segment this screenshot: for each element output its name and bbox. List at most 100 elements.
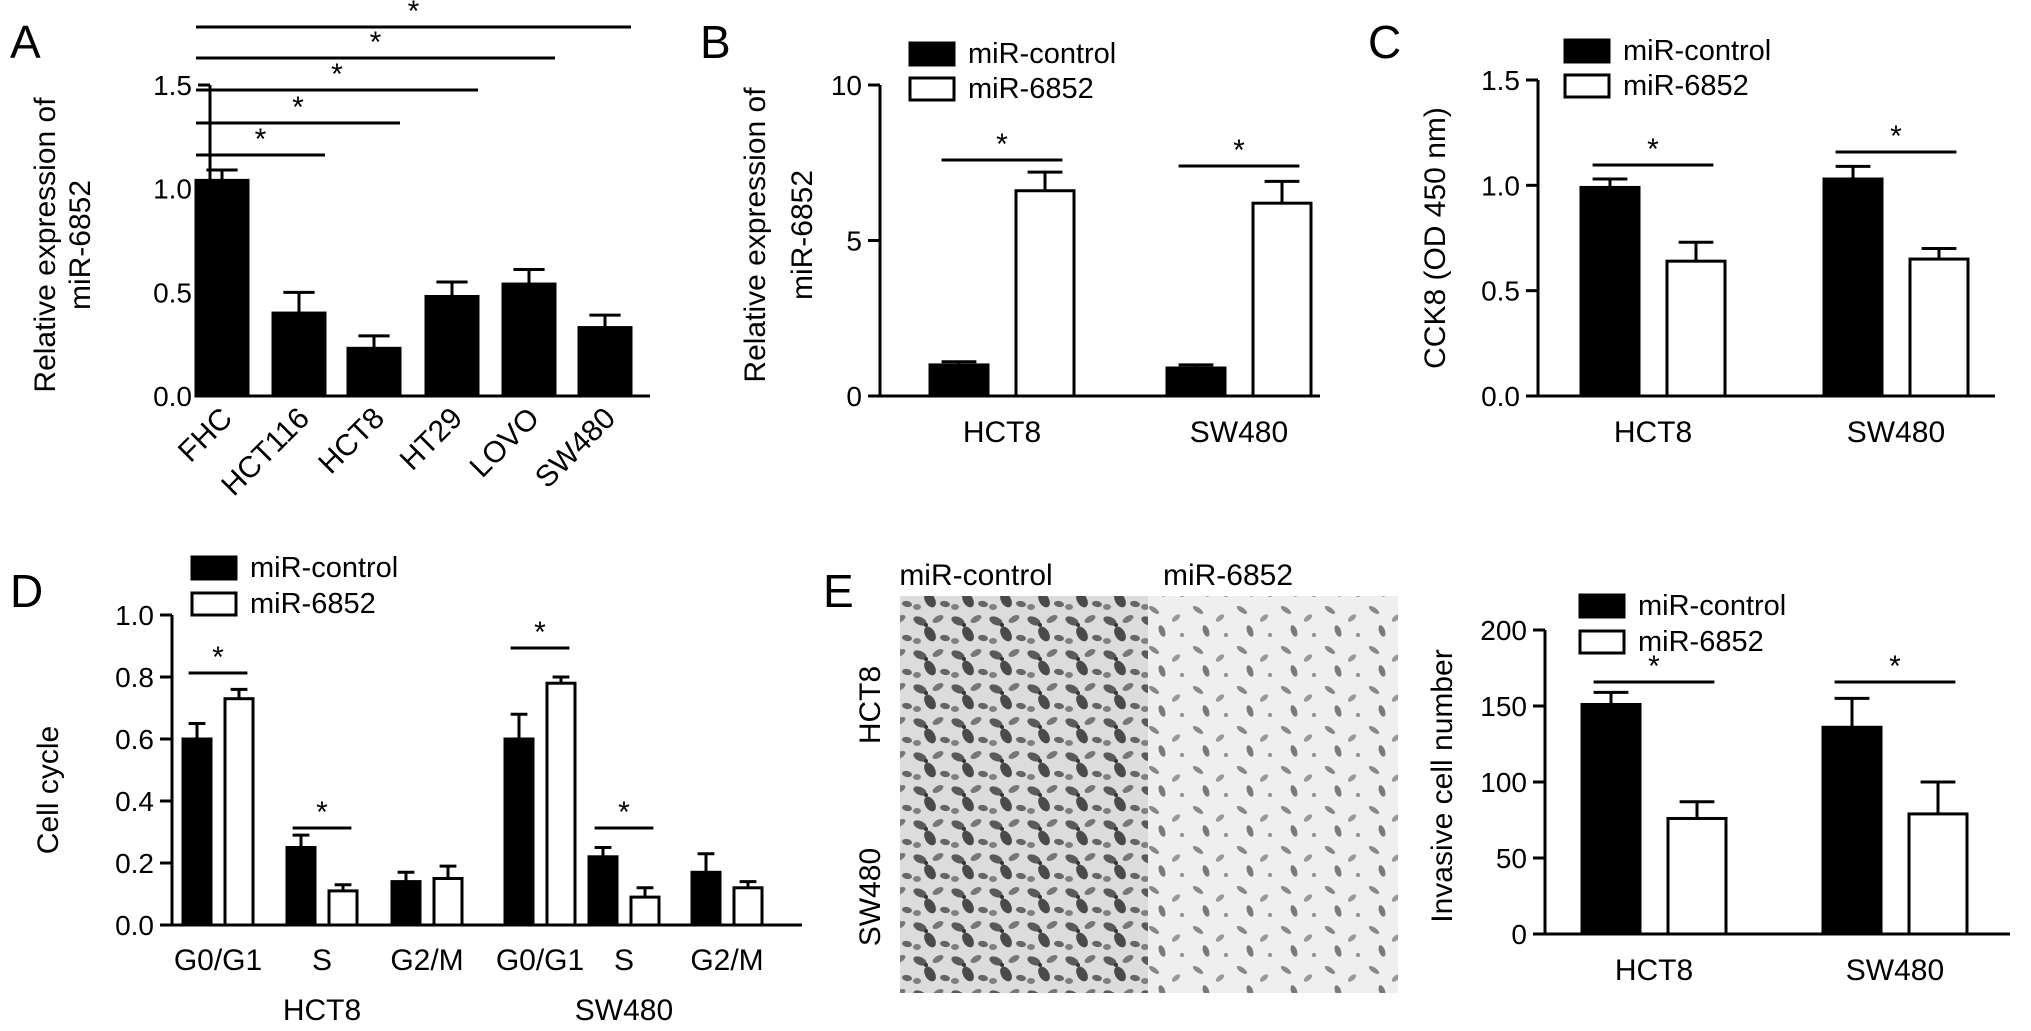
chart-c-legend-label: miR-6852 bbox=[1623, 70, 1749, 102]
chart-e-sig-star: * bbox=[1889, 650, 1901, 683]
chart-a-bar bbox=[346, 346, 402, 398]
chart-a-ytick-label: 0.5 bbox=[153, 277, 192, 308]
chart-c-legend-label: miR-control bbox=[1623, 35, 1771, 67]
chart-a: 0.0 0.5 1.0 1.5 Relative expression of miR-68… bbox=[29, 0, 650, 502]
chart-e-bar bbox=[1666, 816, 1728, 936]
micrograph-sw480-6852 bbox=[1148, 793, 1398, 993]
chart-c-legend-swatch bbox=[1563, 73, 1611, 99]
chart-d: 0.0 0.2 0.4 0.6 0.8 1.0 Cell cycle G0/G1 S G2/M G0… bbox=[32, 552, 802, 1027]
chart-e: 0 50 100 150 200 Invasive cell number HCT8 SW48… bbox=[1426, 590, 2010, 987]
chart-c-sig-star: * bbox=[1890, 120, 1902, 153]
chart-b-legend-swatch bbox=[908, 76, 956, 102]
chart-d-ytick-label: 0.0 bbox=[115, 910, 154, 941]
chart-b-y-axis-label: miR-6852 bbox=[786, 170, 819, 300]
chart-d-category-label: S bbox=[614, 944, 634, 977]
panel-label-e: E bbox=[823, 565, 854, 617]
chart-c-bar bbox=[1579, 185, 1641, 398]
chart-e-ytick-label: 200 bbox=[1480, 615, 1527, 646]
chart-c-bar bbox=[1822, 177, 1884, 398]
chart-e-bar bbox=[1821, 725, 1883, 936]
chart-d-ytick-label: 0.2 bbox=[115, 848, 154, 879]
micrograph-col-label-control: miR-control bbox=[899, 559, 1052, 592]
panel-label-a: A bbox=[10, 16, 41, 68]
chart-e-category-label: SW480 bbox=[1846, 954, 1944, 987]
chart-d-bar bbox=[545, 681, 577, 927]
chart-a-bar bbox=[577, 326, 633, 398]
chart-b: 0 5 10 Relative expression of miR-6852 HCT8 SW… bbox=[739, 38, 1320, 449]
chart-a-bar bbox=[501, 282, 557, 398]
chart-a-y-axis-label: miR-6852 bbox=[64, 180, 97, 310]
chart-d-legend-label: miR-6852 bbox=[250, 588, 376, 620]
chart-d-category-label: S bbox=[312, 944, 332, 977]
chart-a-y-axis-label: Relative expression of bbox=[29, 97, 62, 393]
chart-e-ytick-label: 100 bbox=[1480, 767, 1527, 798]
chart-e-ytick-label: 50 bbox=[1496, 843, 1527, 874]
chart-e-category-label: HCT8 bbox=[1615, 954, 1693, 987]
chart-c-ytick-label: 1.5 bbox=[1481, 65, 1520, 96]
chart-a-sig-star: * bbox=[255, 123, 267, 156]
micrograph-col-label-6852: miR-6852 bbox=[1163, 559, 1293, 592]
chart-d-bar bbox=[327, 889, 359, 927]
chart-c-y-axis-label: CCK8 (OD 450 nm) bbox=[1419, 107, 1452, 369]
chart-d-group-label: HCT8 bbox=[283, 994, 361, 1027]
chart-c-legend-swatch bbox=[1563, 38, 1611, 64]
chart-a-sig-star: * bbox=[331, 58, 343, 91]
chart-c-category-label: SW480 bbox=[1847, 416, 1945, 449]
chart-b-category-label: HCT8 bbox=[963, 416, 1041, 449]
chart-d-bar bbox=[223, 697, 255, 927]
chart-a-bar bbox=[194, 178, 250, 398]
chart-d-sig-star: * bbox=[618, 796, 630, 829]
panel-label-b: B bbox=[700, 16, 731, 68]
chart-c-category-label: HCT8 bbox=[1614, 416, 1692, 449]
chart-b-sig-star: * bbox=[996, 128, 1008, 161]
chart-a-bar bbox=[424, 294, 480, 398]
chart-d-legend-swatch bbox=[190, 555, 238, 581]
micrograph-row-label-sw480: SW480 bbox=[854, 848, 887, 946]
chart-a-sig-star: * bbox=[292, 91, 304, 124]
chart-d-bar bbox=[432, 877, 464, 927]
chart-d-sig-star: * bbox=[316, 796, 328, 829]
chart-e-ytick-label: 150 bbox=[1480, 691, 1527, 722]
chart-b-legend-swatch bbox=[908, 41, 956, 67]
chart-d-bar bbox=[732, 886, 764, 927]
chart-d-category-label: G2/M bbox=[690, 944, 763, 977]
chart-d-bar bbox=[503, 737, 535, 927]
chart-d-category-label: G0/G1 bbox=[496, 944, 584, 977]
micrograph-sw480-control bbox=[900, 793, 1148, 993]
chart-b-bar bbox=[1014, 189, 1076, 398]
chart-b-legend-label: miR-6852 bbox=[968, 73, 1094, 105]
chart-d-bar bbox=[629, 895, 661, 927]
chart-d-sig-star: * bbox=[534, 616, 546, 649]
chart-d-category-label: G0/G1 bbox=[174, 944, 262, 977]
chart-c-bar bbox=[1908, 257, 1970, 398]
chart-b-legend-label: miR-control bbox=[968, 38, 1116, 70]
chart-c-bar bbox=[1665, 259, 1727, 398]
chart-a-sig-star: * bbox=[370, 26, 382, 59]
chart-e-legend-label: miR-6852 bbox=[1638, 626, 1764, 658]
chart-d-bar bbox=[587, 855, 619, 927]
chart-c-ytick-label: 0.5 bbox=[1481, 276, 1520, 307]
chart-b-ytick-label: 5 bbox=[846, 226, 862, 257]
chart-b-sig-star: * bbox=[1233, 134, 1245, 167]
chart-e-legend-label: miR-control bbox=[1638, 590, 1786, 622]
chart-d-sig-star: * bbox=[212, 641, 224, 674]
micrograph-grid: miR-control miR-6852 HCT8 SW480 bbox=[854, 559, 1398, 993]
chart-d-bar bbox=[690, 870, 722, 927]
chart-c-sig-star: * bbox=[1647, 133, 1659, 166]
chart-b-y-axis-label: Relative expression of bbox=[739, 87, 772, 383]
chart-b-ytick-label: 10 bbox=[831, 70, 862, 101]
chart-d-ytick-label: 0.4 bbox=[115, 786, 154, 817]
chart-e-bar bbox=[1580, 702, 1642, 936]
chart-d-category-label: G2/M bbox=[390, 944, 463, 977]
chart-b-bar bbox=[928, 363, 990, 398]
chart-b-bar bbox=[1165, 366, 1227, 398]
chart-d-group-label: SW480 bbox=[575, 994, 673, 1027]
chart-b-bar bbox=[1251, 201, 1313, 398]
chart-d-ytick-label: 1.0 bbox=[115, 600, 154, 631]
chart-a-category-label: HCT8 bbox=[312, 402, 391, 481]
chart-c-ytick-label: 0.0 bbox=[1481, 381, 1520, 412]
chart-d-ytick-label: 0.6 bbox=[115, 724, 154, 755]
chart-d-legend-swatch bbox=[190, 591, 238, 617]
chart-e-ytick-label: 0 bbox=[1511, 919, 1527, 950]
chart-b-ytick-label: 0 bbox=[846, 381, 862, 412]
